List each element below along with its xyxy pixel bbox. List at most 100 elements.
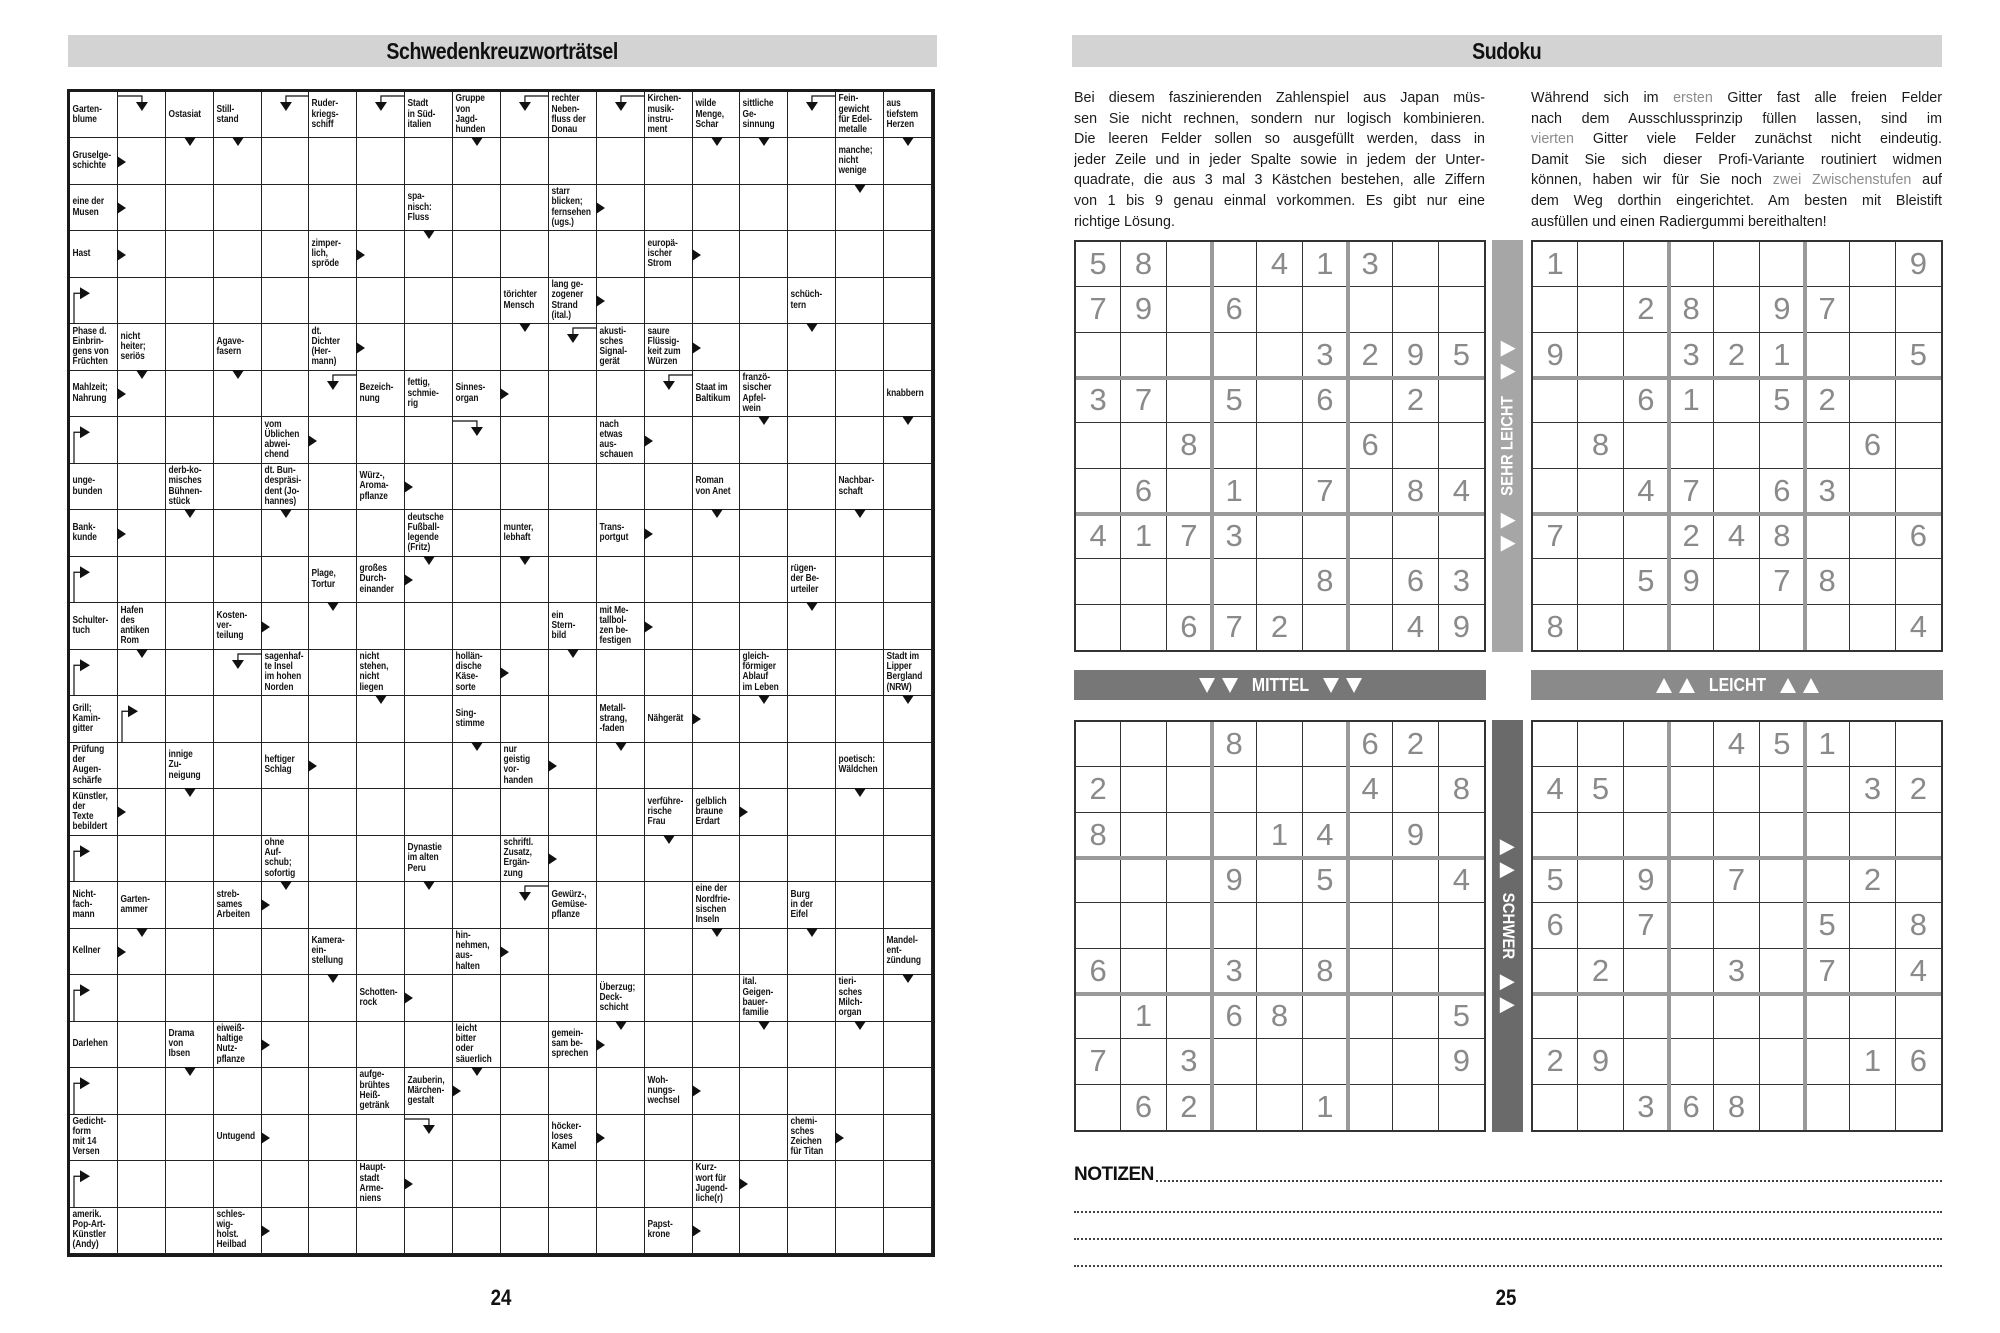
sudoku-empty-cell[interactable]: [1166, 903, 1212, 949]
answer-cell[interactable]: [836, 882, 885, 929]
sudoku-empty-cell[interactable]: [1393, 1039, 1439, 1085]
answer-cell[interactable]: [740, 882, 789, 929]
sudoku-empty-cell[interactable]: [1212, 1039, 1258, 1085]
answer-cell[interactable]: [836, 556, 885, 604]
answer-cell[interactable]: [692, 1207, 741, 1254]
answer-cell[interactable]: [836, 277, 885, 325]
answer-cell[interactable]: [548, 1161, 597, 1208]
answer-cell[interactable]: [740, 1068, 789, 1115]
answer-cell[interactable]: [740, 1207, 789, 1254]
answer-cell[interactable]: [836, 1207, 885, 1254]
answer-cell[interactable]: [884, 882, 932, 929]
sudoku-empty-cell[interactable]: [1578, 242, 1624, 288]
answer-cell[interactable]: [692, 417, 741, 464]
answer-cell[interactable]: [213, 463, 262, 511]
sudoku-empty-cell[interactable]: [1166, 378, 1212, 424]
answer-cell[interactable]: [884, 1068, 932, 1115]
sudoku-empty-cell[interactable]: [1166, 287, 1212, 333]
answer-cell[interactable]: [213, 277, 262, 325]
sudoku-empty-cell[interactable]: [1805, 858, 1851, 904]
answer-cell[interactable]: [165, 696, 214, 743]
sudoku-empty-cell[interactable]: [1669, 903, 1715, 949]
sudoku-empty-cell[interactable]: [1714, 468, 1760, 514]
sudoku-empty-cell[interactable]: [1076, 604, 1122, 650]
answer-cell[interactable]: [261, 696, 310, 743]
answer-cell[interactable]: [453, 835, 501, 883]
answer-cell[interactable]: [357, 138, 406, 185]
answer-cell[interactable]: [165, 649, 214, 697]
answer-cell[interactable]: [453, 882, 501, 929]
answer-cell[interactable]: [836, 1161, 885, 1208]
answer-cell[interactable]: [213, 696, 262, 743]
sudoku-empty-cell[interactable]: [1624, 604, 1669, 650]
answer-cell[interactable]: [836, 603, 885, 650]
answer-cell[interactable]: [788, 1161, 837, 1208]
answer-cell[interactable]: [261, 231, 310, 278]
answer-cell[interactable]: [692, 1021, 741, 1069]
answer-cell[interactable]: [740, 696, 789, 743]
answer-cell[interactable]: [117, 1207, 166, 1254]
answer-cell[interactable]: [501, 231, 549, 278]
answer-cell[interactable]: [692, 277, 741, 325]
sudoku-empty-cell[interactable]: [1895, 287, 1941, 333]
sudoku-empty-cell[interactable]: [1212, 812, 1258, 858]
answer-cell[interactable]: [213, 1068, 262, 1115]
answer-cell[interactable]: [644, 463, 693, 511]
answer-cell[interactable]: [261, 1161, 310, 1208]
answer-cell[interactable]: [70, 277, 118, 325]
answer-cell[interactable]: [836, 649, 885, 697]
sudoku-empty-cell[interactable]: [1805, 767, 1851, 813]
sudoku-empty-cell[interactable]: [1760, 604, 1805, 650]
sudoku-empty-cell[interactable]: [1076, 858, 1122, 904]
sudoku-empty-cell[interactable]: [1257, 378, 1303, 424]
sudoku-empty-cell[interactable]: [1850, 604, 1896, 650]
answer-cell[interactable]: [357, 184, 406, 232]
sudoku-empty-cell[interactable]: [1895, 469, 1941, 514]
sudoku-empty-cell[interactable]: [1438, 949, 1484, 994]
sudoku-empty-cell[interactable]: [1076, 722, 1122, 768]
sudoku-empty-cell[interactable]: [1393, 287, 1439, 333]
sudoku-empty-cell[interactable]: [1669, 242, 1715, 288]
sudoku-empty-cell[interactable]: [1302, 423, 1348, 469]
answer-cell[interactable]: [548, 417, 597, 464]
answer-cell[interactable]: [165, 603, 214, 650]
sudoku-empty-cell[interactable]: [1759, 242, 1805, 288]
sudoku-empty-cell[interactable]: [1850, 1084, 1896, 1130]
sudoku-empty-cell[interactable]: [1438, 903, 1484, 949]
answer-cell[interactable]: [501, 1021, 549, 1069]
sudoku-empty-cell[interactable]: [1348, 559, 1394, 605]
answer-cell[interactable]: [644, 1161, 693, 1208]
answer-cell[interactable]: [165, 184, 214, 232]
answer-cell[interactable]: [788, 510, 837, 557]
sudoku-empty-cell[interactable]: [1623, 1039, 1669, 1085]
answer-cell[interactable]: [596, 928, 645, 976]
sudoku-empty-cell[interactable]: [1669, 423, 1715, 469]
answer-cell[interactable]: [213, 510, 262, 557]
sudoku-empty-cell[interactable]: [1578, 722, 1624, 768]
answer-cell[interactable]: [501, 789, 549, 836]
sudoku-empty-cell[interactable]: [1348, 812, 1394, 858]
sudoku-empty-cell[interactable]: [1257, 1084, 1303, 1130]
sudoku-empty-cell[interactable]: [1393, 514, 1439, 560]
answer-cell[interactable]: [596, 649, 645, 697]
sudoku-empty-cell[interactable]: [1850, 514, 1896, 560]
sudoku-empty-cell[interactable]: [1714, 242, 1760, 288]
answer-cell[interactable]: [884, 789, 932, 836]
sudoku-empty-cell[interactable]: [1121, 332, 1167, 378]
answer-cell[interactable]: [309, 1068, 358, 1115]
sudoku-empty-cell[interactable]: [1805, 242, 1851, 288]
sudoku-empty-cell[interactable]: [1714, 767, 1760, 813]
sudoku-empty-cell[interactable]: [1438, 514, 1484, 560]
answer-cell[interactable]: [501, 696, 549, 743]
sudoku-empty-cell[interactable]: [1623, 948, 1669, 994]
answer-cell[interactable]: [836, 417, 885, 464]
notes-section[interactable]: NOTIZEN: [1074, 1158, 1942, 1267]
answer-cell[interactable]: [405, 417, 454, 464]
sudoku-empty-cell[interactable]: [1121, 1039, 1167, 1085]
sudoku-empty-cell[interactable]: [1302, 514, 1348, 560]
sudoku-empty-cell[interactable]: [1533, 559, 1579, 605]
sudoku-empty-cell[interactable]: [1669, 1039, 1715, 1085]
sudoku-empty-cell[interactable]: [1166, 242, 1212, 288]
sudoku-empty-cell[interactable]: [1348, 903, 1394, 949]
sudoku-empty-cell[interactable]: [1348, 514, 1394, 560]
